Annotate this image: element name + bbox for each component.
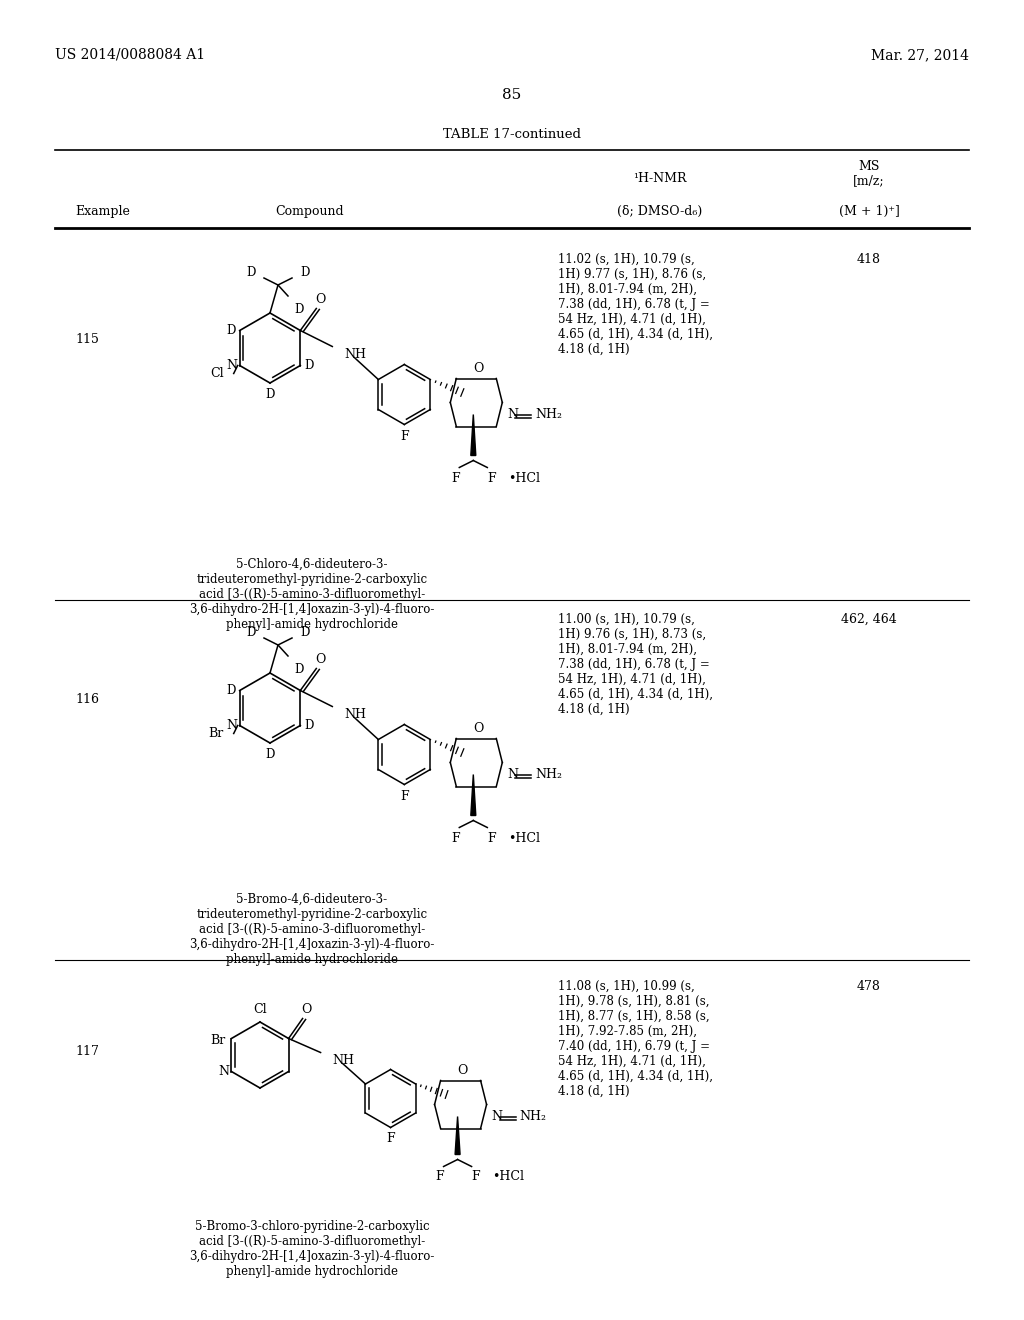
Text: 462, 464: 462, 464 xyxy=(841,612,897,626)
Text: TABLE 17-continued: TABLE 17-continued xyxy=(443,128,581,141)
Text: F: F xyxy=(487,832,496,845)
Text: F: F xyxy=(435,1171,443,1184)
Polygon shape xyxy=(471,775,476,816)
Text: 117: 117 xyxy=(75,1045,99,1059)
Text: D: D xyxy=(304,359,313,372)
Text: 11.00 (s, 1H), 10.79 (s,
1H) 9.76 (s, 1H), 8.73 (s,
1H), 8.01-7.94 (m, 2H),
7.38: 11.00 (s, 1H), 10.79 (s, 1H) 9.76 (s, 1H… xyxy=(558,612,713,715)
Text: NH: NH xyxy=(344,348,367,360)
Text: Br: Br xyxy=(209,727,223,741)
Text: [m/z;: [m/z; xyxy=(853,174,885,187)
Text: D: D xyxy=(300,627,309,639)
Text: MS: MS xyxy=(858,160,880,173)
Text: D: D xyxy=(304,719,313,733)
Text: F: F xyxy=(451,832,460,845)
Text: D: D xyxy=(247,627,256,639)
Text: NH₂: NH₂ xyxy=(519,1110,547,1123)
Text: N: N xyxy=(492,1110,503,1123)
Text: O: O xyxy=(473,362,483,375)
Text: 5-Bromo-3-chloro-pyridine-2-carboxylic
acid [3-((R)-5-amino-3-difluoromethyl-
3,: 5-Bromo-3-chloro-pyridine-2-carboxylic a… xyxy=(189,1220,434,1278)
Text: F: F xyxy=(451,471,460,484)
Text: (δ; DMSO-d₆): (δ; DMSO-d₆) xyxy=(617,205,702,218)
Text: N: N xyxy=(226,719,238,733)
Polygon shape xyxy=(455,1117,460,1155)
Polygon shape xyxy=(471,414,476,455)
Text: NH: NH xyxy=(344,708,367,721)
Text: F: F xyxy=(386,1133,395,1146)
Text: ¹H-NMR: ¹H-NMR xyxy=(633,172,687,185)
Text: 418: 418 xyxy=(857,253,881,267)
Text: 115: 115 xyxy=(75,333,99,346)
Text: NH: NH xyxy=(333,1053,354,1067)
Text: O: O xyxy=(315,293,326,306)
Text: O: O xyxy=(301,1003,311,1016)
Text: (M + 1)⁺]: (M + 1)⁺] xyxy=(839,205,899,218)
Text: NH₂: NH₂ xyxy=(536,768,562,781)
Text: O: O xyxy=(315,653,326,667)
Text: D: D xyxy=(247,267,256,280)
Text: O: O xyxy=(473,722,483,734)
Text: NH₂: NH₂ xyxy=(536,408,562,421)
Text: Cl: Cl xyxy=(210,367,223,380)
Text: •HCl: •HCl xyxy=(493,1171,524,1184)
Text: O: O xyxy=(458,1064,468,1077)
Text: 85: 85 xyxy=(503,88,521,102)
Text: D: D xyxy=(294,304,303,315)
Text: N: N xyxy=(218,1065,229,1078)
Text: Example: Example xyxy=(75,205,130,218)
Text: N: N xyxy=(507,768,518,781)
Text: D: D xyxy=(226,684,236,697)
Text: D: D xyxy=(300,267,309,280)
Text: Compound: Compound xyxy=(275,205,344,218)
Text: F: F xyxy=(400,429,409,442)
Text: 5-Chloro-4,6-dideutero-3-
trideuteromethyl-pyridine-2-carboxylic
acid [3-((R)-5-: 5-Chloro-4,6-dideutero-3- trideuterometh… xyxy=(189,558,434,631)
Text: D: D xyxy=(226,323,236,337)
Text: •HCl: •HCl xyxy=(508,832,541,845)
Text: 11.02 (s, 1H), 10.79 (s,
1H) 9.77 (s, 1H), 8.76 (s,
1H), 8.01-7.94 (m, 2H),
7.38: 11.02 (s, 1H), 10.79 (s, 1H) 9.77 (s, 1H… xyxy=(558,253,713,356)
Text: •HCl: •HCl xyxy=(508,471,541,484)
Text: D: D xyxy=(294,663,303,676)
Text: D: D xyxy=(265,388,274,401)
Text: F: F xyxy=(471,1171,480,1184)
Text: Cl: Cl xyxy=(253,1003,267,1016)
Text: N: N xyxy=(507,408,518,421)
Text: 11.08 (s, 1H), 10.99 (s,
1H), 9.78 (s, 1H), 8.81 (s,
1H), 8.77 (s, 1H), 8.58 (s,: 11.08 (s, 1H), 10.99 (s, 1H), 9.78 (s, 1… xyxy=(558,979,713,1098)
Text: 116: 116 xyxy=(75,693,99,706)
Text: Mar. 27, 2014: Mar. 27, 2014 xyxy=(871,48,969,62)
Text: 5-Bromo-4,6-dideutero-3-
trideuteromethyl-pyridine-2-carboxylic
acid [3-((R)-5-a: 5-Bromo-4,6-dideutero-3- trideuteromethy… xyxy=(189,894,434,966)
Text: 478: 478 xyxy=(857,979,881,993)
Text: Br: Br xyxy=(210,1034,225,1047)
Text: N: N xyxy=(226,359,238,372)
Text: F: F xyxy=(400,789,409,803)
Text: F: F xyxy=(487,471,496,484)
Text: US 2014/0088084 A1: US 2014/0088084 A1 xyxy=(55,48,205,62)
Text: D: D xyxy=(265,748,274,762)
